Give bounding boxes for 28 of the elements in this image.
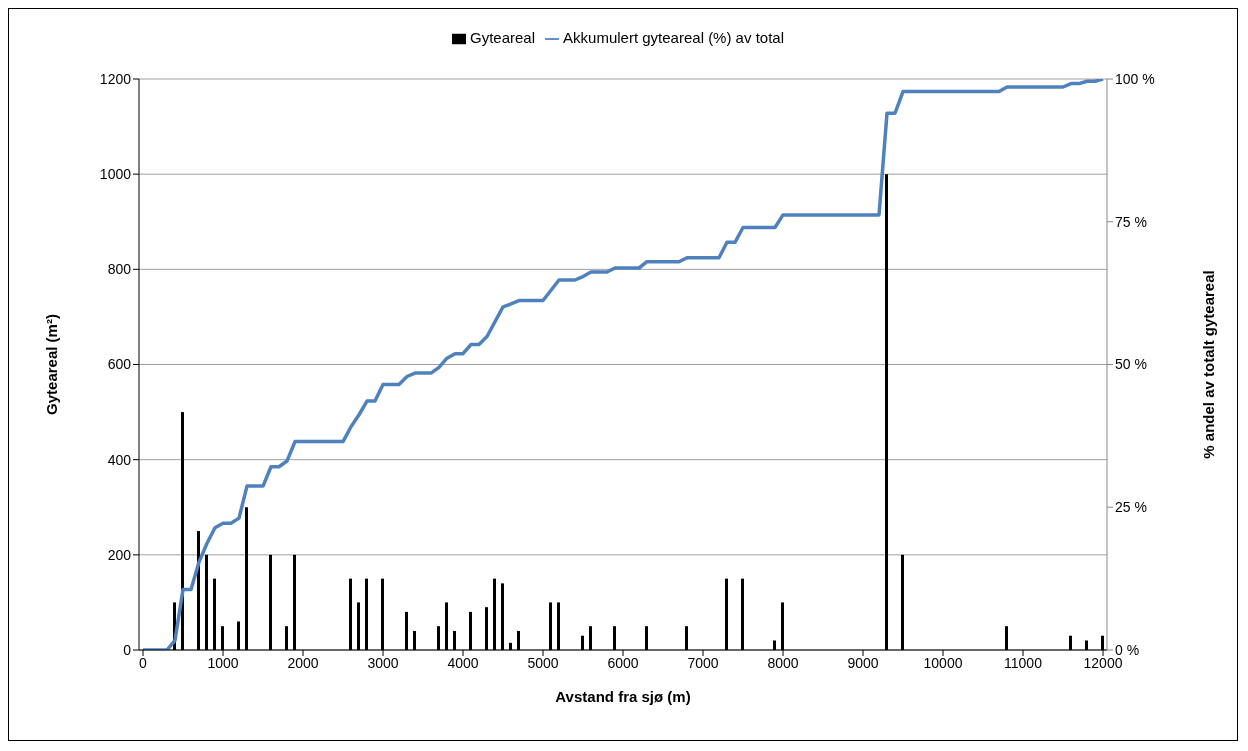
legend-label: Gyteareal [470,29,536,46]
y2-tick-label: 100 % [1115,70,1155,87]
y-tick-label: 800 [107,261,132,278]
x-tick-label: 1000 [207,654,239,671]
x-tick-label: 0 [139,654,148,671]
x-tick-label: 3000 [367,654,399,671]
x-tick-label: 9000 [847,654,879,671]
legend-label: Akkumulert gyteareal (%) av total [563,29,784,46]
y-tick-label: 0 [123,641,132,658]
y2-tick-label: 50 % [1115,356,1147,373]
y-tick-label: 200 [107,546,132,563]
x-axis-title: Avstand fra sjø (m) [555,688,691,705]
y-tick-label: 400 [107,451,132,468]
y-tick-label: 1200 [99,70,132,87]
x-tick-label: 8000 [767,654,799,671]
y2-tick-label: 75 % [1115,213,1147,230]
x-tick-label: 4000 [447,654,479,671]
x-tick-label: 5000 [527,654,559,671]
x-tick-label: 2000 [287,654,319,671]
x-tick-label: 10000 [923,654,963,671]
x-tick-label: 7000 [687,654,719,671]
x-tick-label: 6000 [607,654,639,671]
y-axis-title: Gyteareal (m²) [43,314,60,415]
x-tick-label: 11000 [1004,654,1043,671]
y-tick-label: 600 [107,356,132,373]
y-tick-label: 1000 [99,166,132,183]
y2-axis-title: % andel av totalt gyteareal [1200,270,1218,459]
y2-tick-label: 25 % [1115,499,1147,516]
